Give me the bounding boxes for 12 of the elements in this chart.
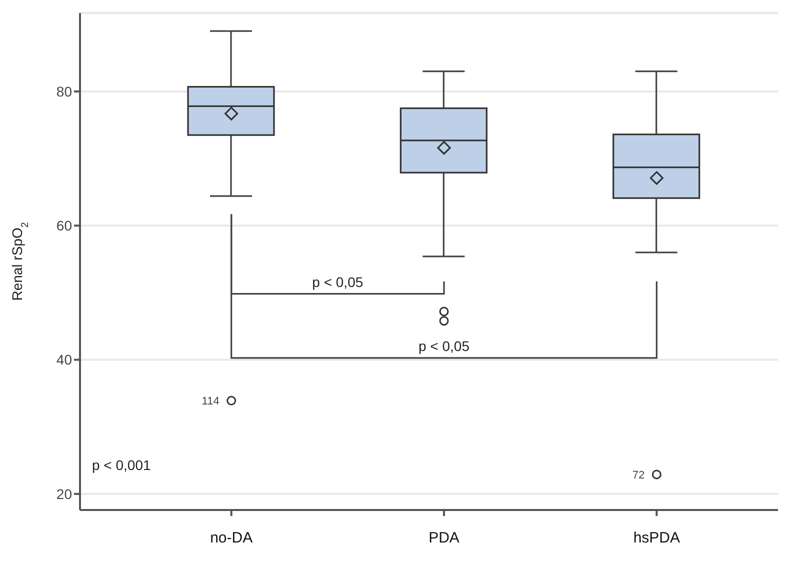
annotation: 114 (202, 396, 220, 408)
y-tick-label: 80 (56, 83, 72, 100)
annotation: 72 (632, 469, 645, 482)
annotation: p < 0,05 (418, 338, 470, 354)
x-tick-label: no-DA (210, 530, 253, 547)
x-tick-label: hsPDA (633, 530, 680, 547)
annotation: p < 0,05 (312, 274, 364, 290)
x-tick-label: PDA (428, 530, 460, 547)
y-tick-label: 20 (56, 486, 72, 502)
y-tick-label: 40 (56, 352, 72, 368)
y-tick-label: 60 (56, 218, 72, 234)
annotation: p < 0,001 (92, 457, 151, 473)
